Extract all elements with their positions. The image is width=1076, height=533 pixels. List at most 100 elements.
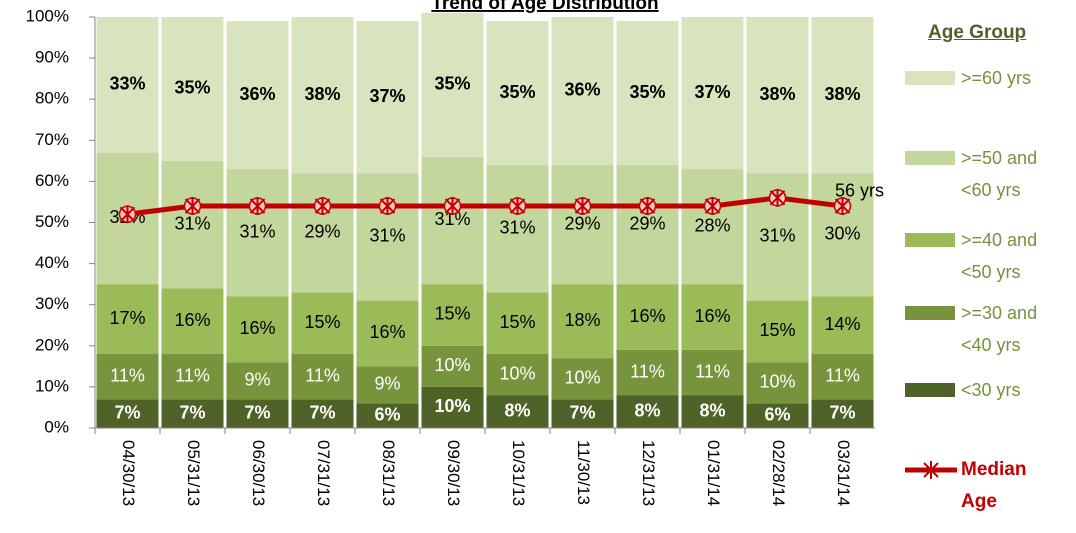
bar-segment — [486, 354, 549, 396]
bar-segment — [551, 284, 614, 359]
data-label: 38% — [824, 84, 860, 104]
bar-segment — [746, 17, 809, 174]
bar-segment — [811, 173, 874, 297]
bar-segment — [356, 300, 419, 367]
data-label: 15% — [304, 312, 340, 332]
legend-title: Age Group — [928, 22, 1027, 43]
legend-swatch — [905, 383, 955, 397]
bar-segment — [96, 354, 159, 400]
legend-item: >=50 and <60 yrs — [905, 142, 1066, 206]
y-tick-label: 20% — [35, 335, 69, 354]
marker-star — [639, 197, 656, 216]
median-marker — [248, 197, 267, 216]
marker-star — [379, 197, 396, 216]
marker-star — [574, 197, 591, 216]
marker-star — [834, 197, 851, 216]
legend-label: >=30 and <40 yrs — [961, 303, 1038, 355]
x-tick-label: 11/30/13 — [574, 440, 593, 505]
data-label: 15% — [434, 304, 470, 324]
bar-segment — [486, 21, 549, 165]
marker-star — [704, 197, 721, 216]
bar-segment — [291, 17, 354, 174]
bar-segment — [616, 164, 679, 285]
data-label: 37% — [694, 82, 730, 102]
median-marker — [573, 197, 592, 216]
bar-segment — [421, 156, 484, 285]
data-label: 29% — [304, 222, 340, 242]
bar-segment — [811, 296, 874, 355]
data-label: 7% — [179, 402, 205, 422]
bar-segment — [226, 296, 289, 363]
bar-segment — [811, 399, 874, 428]
data-label: 11% — [630, 361, 665, 381]
x-tick-label: 12/31/13 — [639, 440, 658, 506]
bar-segment — [161, 354, 224, 400]
bar-segment — [356, 173, 419, 301]
marker-star — [314, 197, 331, 216]
bar-segment — [226, 21, 289, 170]
bar-segment — [421, 284, 484, 346]
median-label: 56 yrs — [835, 181, 884, 201]
median-marker — [638, 197, 657, 216]
data-label: 36% — [239, 84, 275, 104]
x-tick-label: 08/31/13 — [379, 440, 398, 506]
y-tick-label: 10% — [35, 376, 69, 395]
data-label: 31% — [174, 213, 210, 233]
x-tick-label: 05/31/13 — [184, 440, 203, 506]
data-label: 7% — [569, 402, 595, 422]
median-line — [127, 195, 843, 217]
y-tick-label: 40% — [35, 253, 69, 272]
data-label: 9% — [374, 374, 400, 394]
x-tick-label: 07/31/13 — [314, 440, 333, 506]
bar-segment — [746, 403, 809, 428]
legend-item: Median Age — [905, 454, 1041, 518]
bar-segment — [161, 160, 224, 289]
data-label: 35% — [434, 74, 470, 94]
bar-segment — [291, 354, 354, 400]
y-tick-label: 100% — [26, 6, 69, 25]
legend-swatch — [905, 71, 955, 85]
legend-label: Median Age — [961, 459, 1027, 512]
data-label: 8% — [504, 400, 530, 420]
data-label: 10% — [499, 363, 535, 383]
median-marker — [313, 197, 332, 216]
chart-title: Trend of Age Distribution — [431, 0, 658, 14]
data-label: 7% — [244, 402, 270, 422]
bar-segment — [421, 12, 484, 157]
bar-segment — [681, 349, 744, 396]
bar-segment — [551, 164, 614, 285]
y-tick-label: 0% — [44, 417, 69, 436]
bar-segment — [616, 21, 679, 165]
bar-segment — [161, 399, 224, 428]
bar-segment — [746, 362, 809, 404]
bar-segment — [551, 358, 614, 400]
data-label: 31% — [239, 222, 275, 242]
legend-item: >=60 yrs — [905, 62, 1066, 94]
bar-segment — [681, 284, 744, 350]
bar-segment — [356, 366, 419, 404]
data-label: 28% — [694, 215, 730, 235]
data-label: 29% — [564, 213, 600, 233]
bar-segment — [551, 17, 614, 165]
data-label: 8% — [699, 400, 725, 420]
data-label: 15% — [499, 312, 535, 332]
bar-segment — [551, 399, 614, 428]
data-label: 11% — [110, 365, 145, 385]
data-label: 38% — [759, 84, 795, 104]
data-label: 18% — [564, 310, 600, 330]
y-tick-label: 50% — [35, 212, 69, 231]
bar-segment — [161, 288, 224, 355]
bar-segment — [681, 395, 744, 428]
data-label: 7% — [114, 402, 140, 422]
data-label: 16% — [694, 306, 730, 326]
bar-segment — [746, 300, 809, 363]
x-tick-label: 10/31/13 — [509, 440, 528, 506]
median-marker — [768, 188, 787, 207]
bar-segment — [96, 17, 159, 153]
bar-segment — [616, 349, 679, 396]
data-label: 9% — [244, 369, 270, 389]
data-label: 11% — [825, 365, 860, 385]
bar-segment — [616, 395, 679, 428]
y-tick-label: 80% — [35, 89, 69, 108]
